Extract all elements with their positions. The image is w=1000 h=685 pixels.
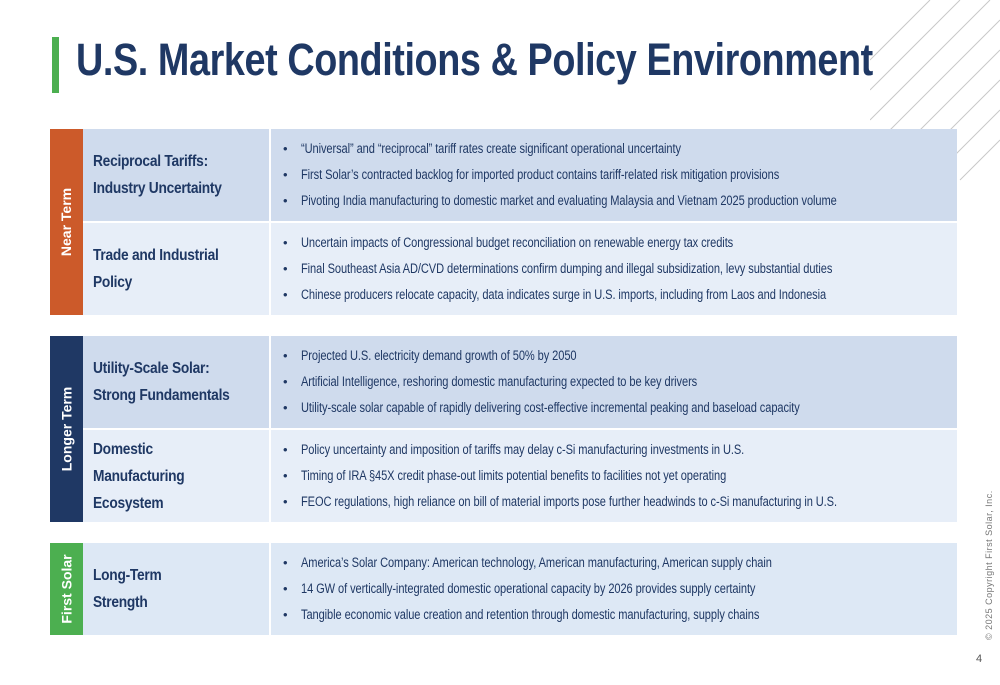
bullet-item: • 14 GW of vertically-integrated domestic… <box>283 581 756 596</box>
bullet-item: • First Solar’s contracted backlog for im… <box>283 167 780 182</box>
row-label: Trade and Industrial Policy <box>83 223 269 315</box>
row-bullets: • “Universal” and “reciprocal” tariff rat… <box>271 129 957 221</box>
bullet-item: • Uncertain impacts of Congressional budg… <box>283 235 734 250</box>
bullet-item: • Timing of IRA §45X credit phase-out lim… <box>283 468 727 483</box>
row-bullets: • Policy uncertainty and imposition of ta… <box>271 430 957 522</box>
bullet-item: • Tangible economic value creation and re… <box>283 607 760 622</box>
row-label: Domestic Manufacturing Ecosystem <box>83 430 269 522</box>
section-near-term: Near Term Reciprocal Tariffs: Industry U… <box>50 129 957 315</box>
row-trade-industrial-policy: Trade and Industrial Policy • Uncertain i… <box>83 223 957 315</box>
row-reciprocal-tariffs: Reciprocal Tariffs: Industry Uncertainty… <box>83 129 957 221</box>
bullet-item: • Utility-scale solar capable of rapidly … <box>283 400 800 415</box>
section-first-solar: First Solar Long-Term Strength • America’… <box>50 543 957 635</box>
bullet-item: • America’s Solar Company: American techn… <box>283 555 772 570</box>
bullet-item: • “Universal” and “reciprocal” tariff rat… <box>283 141 681 156</box>
row-label: Reciprocal Tariffs: Industry Uncertainty <box>83 129 269 221</box>
section-longer-term: Longer Term Utility-Scale Solar: Strong … <box>50 336 957 522</box>
row-label: Utility-Scale Solar: Strong Fundamentals <box>83 336 269 428</box>
row-domestic-manufacturing: Domestic Manufacturing Ecosystem • Policy… <box>83 430 957 522</box>
page-number: 4 <box>976 653 983 665</box>
title-accent-bar <box>52 37 59 93</box>
near-term-tag: Near Term <box>50 129 83 315</box>
row-bullets: • Uncertain impacts of Congressional budg… <box>271 223 957 315</box>
bullet-item: • Final Southeast Asia AD/CVD determinati… <box>283 261 833 276</box>
row-utility-scale-solar: Utility-Scale Solar: Strong Fundamentals… <box>83 336 957 428</box>
bullet-item: • Chinese producers relocate capacity, da… <box>283 287 827 302</box>
row-bullets: • America’s Solar Company: American techn… <box>271 543 957 635</box>
bullet-item: • Pivoting India manufacturing to domesti… <box>283 193 837 208</box>
bullet-item: • FEOC regulations, high reliance on bill… <box>283 494 837 509</box>
row-long-term-strength: Long-Term Strength • America’s Solar Comp… <box>83 543 957 635</box>
bullet-item: • Artificial Intelligence, reshoring dome… <box>283 374 698 389</box>
first-solar-tag: First Solar <box>50 543 83 635</box>
copyright-notice: © 2025 Copyright First Solar, Inc. <box>984 490 994 640</box>
bullet-item: • Policy uncertainty and imposition of ta… <box>283 442 745 457</box>
row-label: Long-Term Strength <box>83 543 269 635</box>
page-title: U.S. Market Conditions & Policy Environm… <box>76 34 873 85</box>
longer-term-tag: Longer Term <box>50 336 83 522</box>
bullet-item: • Projected U.S. electricity demand growt… <box>283 348 577 363</box>
row-bullets: • Projected U.S. electricity demand growt… <box>271 336 957 428</box>
